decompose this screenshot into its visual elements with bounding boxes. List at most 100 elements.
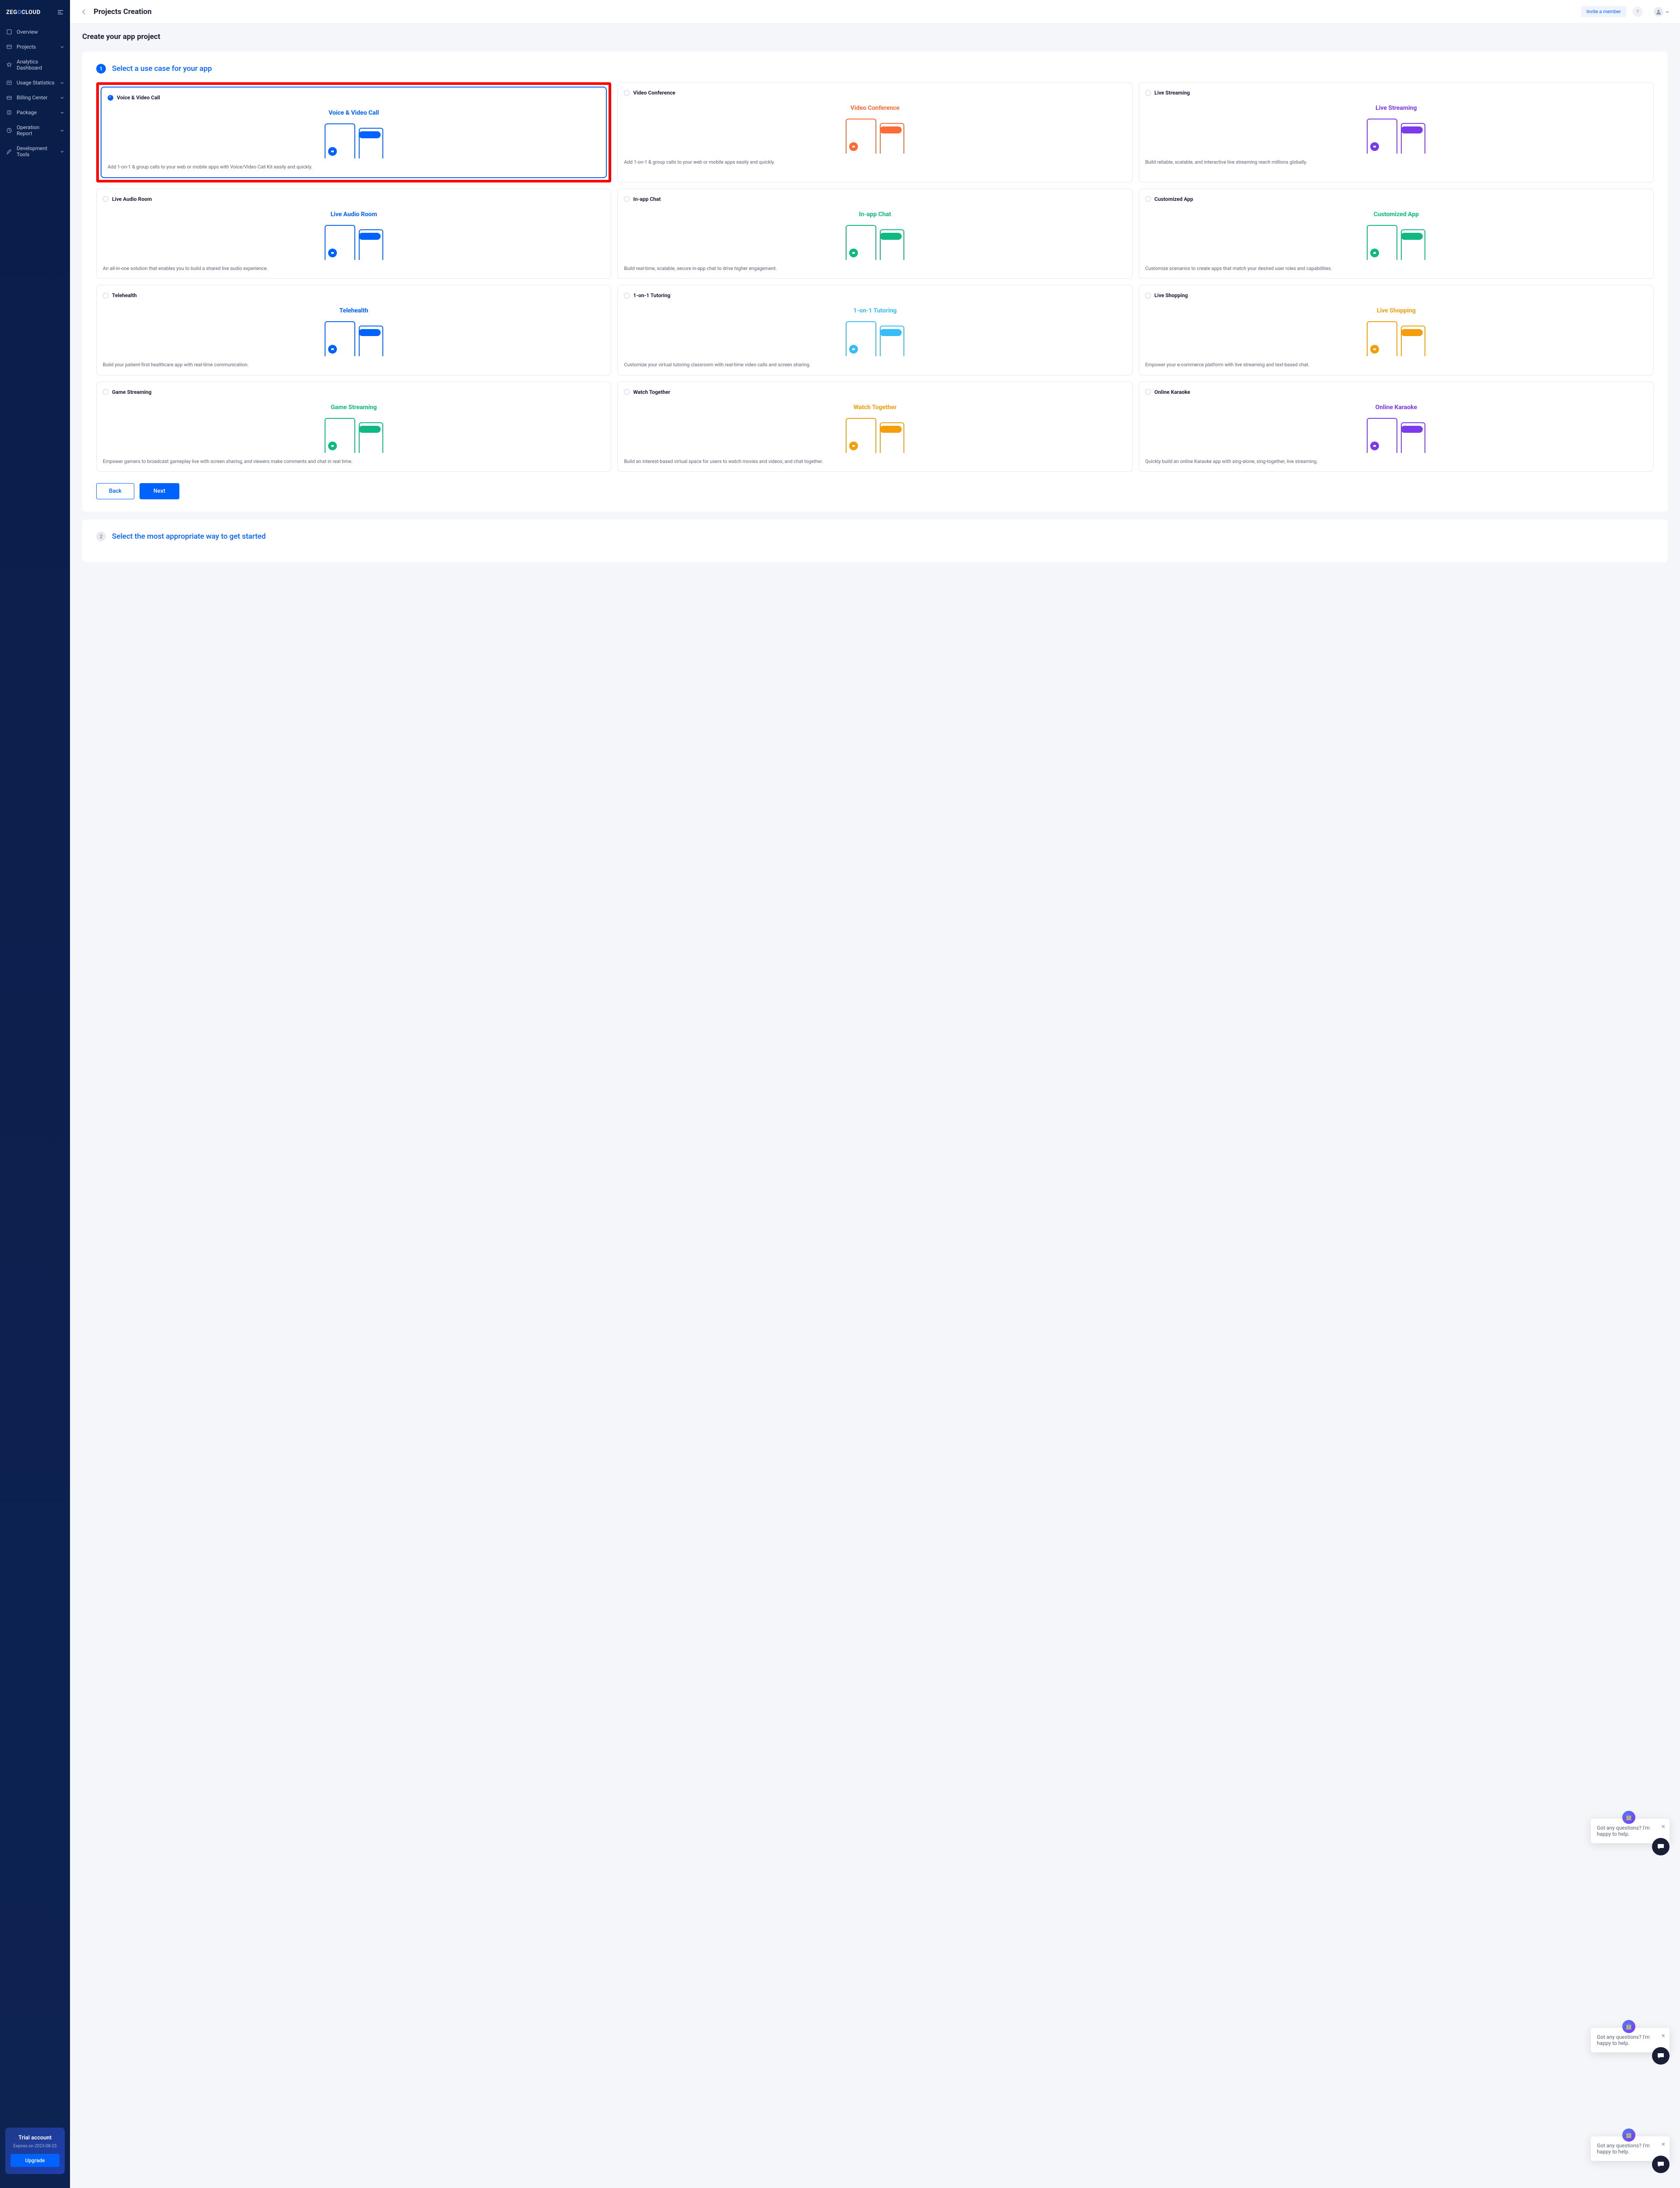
illustration-title: In-app Chat <box>859 211 891 218</box>
analytics-icon <box>6 62 12 68</box>
user-menu[interactable] <box>1649 7 1670 17</box>
help-icon[interactable]: ? <box>1632 7 1643 17</box>
step1-number: 1 <box>96 64 106 74</box>
next-button[interactable]: Next <box>140 483 179 499</box>
usecase-header: Watch Together <box>624 389 1126 395</box>
sidebar-item-report[interactable]: Operation Report <box>0 120 70 141</box>
usecase-card-8[interactable]: Live Shopping Live Shopping Empower your… <box>1139 285 1654 375</box>
help-avatar-icon: 🤖 <box>1622 2128 1635 2142</box>
chat-bubble-1[interactable] <box>1652 2047 1670 2065</box>
device-badge-icon <box>1370 345 1379 354</box>
sidebar-item-projects[interactable]: Projects <box>0 39 70 54</box>
illustration-title: Video Conference <box>850 105 900 112</box>
usecase-description: Build your patient-first healthcare app … <box>103 361 605 369</box>
chat-bubble-2[interactable] <box>1652 2156 1670 2173</box>
usecase-illustration: Voice & Video Call <box>108 106 600 158</box>
sidebar-item-label: Projects <box>17 44 56 50</box>
sidebar-item-usage[interactable]: Usage Statistics <box>0 75 70 90</box>
usecase-description: Customize scenarios to create apps that … <box>1145 265 1647 273</box>
sidebar-item-label: Billing Center <box>17 95 56 101</box>
sidebar-item-tools[interactable]: Development Tools <box>0 141 70 162</box>
usecase-name: Watch Together <box>633 389 670 395</box>
usecase-card-4[interactable]: In-app Chat In-app Chat Build real-time,… <box>617 189 1132 279</box>
sidebar-item-label: Development Tools <box>17 145 56 158</box>
usecase-card-11[interactable]: Online Karaoke Online Karaoke Quickly bu… <box>1139 382 1654 472</box>
device-badge-icon <box>1370 142 1379 151</box>
chevron-down-icon <box>60 129 64 132</box>
back-chevron-icon[interactable] <box>80 8 88 15</box>
device-badge-icon <box>328 345 337 354</box>
usecase-card-5[interactable]: Customized App Customized App Customize … <box>1139 189 1654 279</box>
usecase-header: Voice & Video Call <box>108 95 600 101</box>
usecase-illustration: Game Streaming <box>103 400 605 453</box>
step1-header: 1 Select a use case for your app <box>96 64 1654 74</box>
radio-icon <box>624 90 630 96</box>
wave-pill-icon <box>359 233 381 240</box>
usecase-card-2[interactable]: Live Streaming Live Streaming Build reli… <box>1139 82 1654 182</box>
collapse-icon[interactable] <box>57 9 64 16</box>
usecase-card-10[interactable]: Watch Together Watch Together Build an i… <box>617 382 1132 472</box>
wave-pill-icon <box>880 233 902 240</box>
sidebar-item-label: Package <box>17 109 56 116</box>
chat-bubble-0[interactable] <box>1652 1838 1670 1855</box>
help-avatar-icon: 🤖 <box>1622 2020 1635 2033</box>
usecase-card-7[interactable]: 1-on-1 Tutoring 1-on-1 Tutoring Customiz… <box>617 285 1132 375</box>
usecase-header: Live Audio Room <box>103 196 605 202</box>
usecase-card-9[interactable]: Game Streaming Game Streaming Empower ga… <box>96 382 611 472</box>
sidebar-item-overview[interactable]: Overview <box>0 25 70 39</box>
usecase-grid: Voice & Video Call Voice & Video Call Ad… <box>96 82 1654 472</box>
overview-icon <box>6 29 12 35</box>
usage-icon <box>6 80 12 86</box>
wave-pill-icon <box>1401 233 1423 240</box>
upgrade-button[interactable]: Upgrade <box>10 2154 60 2167</box>
radio-icon <box>1145 389 1151 395</box>
sidebar-item-package[interactable]: Package <box>0 105 70 120</box>
chevron-down-icon <box>60 150 64 153</box>
chat-icon <box>1656 2160 1665 2169</box>
help-popup-text: Got any questions? I'm happy to help. <box>1597 2142 1650 2155</box>
usecase-description: Add 1-on-1 & group calls to your web or … <box>624 159 1126 166</box>
sidebar-item-analytics[interactable]: Analytics Dashboard <box>0 54 70 75</box>
sidebar-item-label: Overview <box>17 29 64 35</box>
device-badge-icon <box>328 249 337 257</box>
projects-icon <box>6 44 12 50</box>
close-icon[interactable]: × <box>1661 2140 1665 2148</box>
help-popup-text: Got any questions? I'm happy to help. <box>1597 2034 1650 2046</box>
wave-pill-icon <box>1401 126 1423 133</box>
usecase-description: Quickly build an online Karaoke app with… <box>1145 458 1647 466</box>
usecase-card-0[interactable]: Voice & Video Call Voice & Video Call Ad… <box>101 87 607 178</box>
sidebar-item-billing[interactable]: Billing Center <box>0 90 70 105</box>
close-icon[interactable]: × <box>1661 1822 1665 1830</box>
usecase-description: Add 1-on-1 & group calls to your web or … <box>108 164 600 171</box>
invite-member-button[interactable]: Invite a member <box>1581 6 1626 17</box>
usecase-header: In-app Chat <box>624 196 1126 202</box>
usecase-card-3[interactable]: Live Audio Room Live Audio Room An all-i… <box>96 189 611 279</box>
topbar: Projects Creation Invite a member ? <box>70 0 1680 24</box>
device-badge-icon <box>849 442 858 450</box>
usecase-illustration: In-app Chat <box>624 207 1126 260</box>
usecase-description: Empower gamers to broadcast gameplay liv… <box>103 458 605 466</box>
device-badge-icon <box>1370 442 1379 450</box>
step2-card: 2 Select the most appropriate way to get… <box>82 519 1668 562</box>
device-badge-icon <box>328 147 337 156</box>
usecase-name: Telehealth <box>112 292 137 298</box>
usecase-description: Build an interest-based virtual space fo… <box>624 458 1126 466</box>
usecase-name: Live Streaming <box>1155 90 1190 96</box>
chevron-down-icon <box>60 45 64 49</box>
brand-logo[interactable]: ZEGOCLOUD <box>6 9 41 16</box>
step1-card: 1 Select a use case for your app Voice &… <box>82 52 1668 512</box>
illustration-title: Live Audio Room <box>330 211 377 218</box>
usecase-name: Live Shopping <box>1155 292 1188 298</box>
illustration-title: Online Karaoke <box>1376 404 1417 411</box>
usecase-name: Live Audio Room <box>112 196 152 202</box>
usecase-description: Build real-time, scalable, secure in-app… <box>624 265 1126 273</box>
illustration-title: Voice & Video Call <box>329 109 379 116</box>
usecase-card-6[interactable]: Telehealth Telehealth Build your patient… <box>96 285 611 375</box>
chevron-down-icon <box>60 81 64 84</box>
usecase-illustration: Live Audio Room <box>103 207 605 260</box>
usecase-illustration: Online Karaoke <box>1145 400 1647 453</box>
usecase-card-1[interactable]: Video Conference Video Conference Add 1-… <box>617 82 1132 182</box>
close-icon[interactable]: × <box>1661 2031 1665 2040</box>
back-button[interactable]: Back <box>96 483 134 499</box>
illustration-title: Live Streaming <box>1376 105 1417 112</box>
